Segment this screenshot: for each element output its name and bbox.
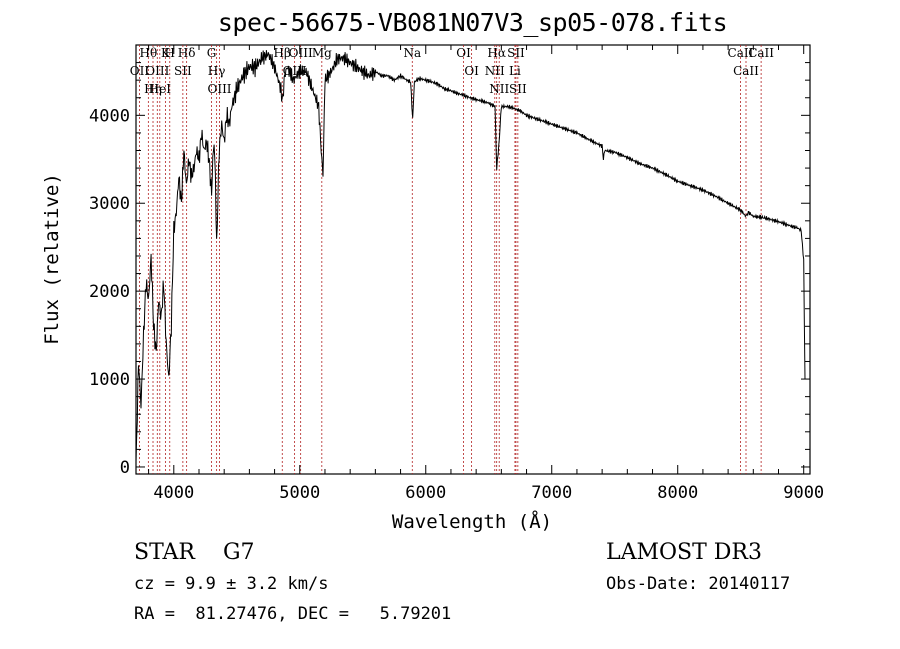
line-label: Hγ xyxy=(208,64,226,78)
x-tick-label: 7000 xyxy=(531,483,572,503)
line-label: Hα xyxy=(487,46,506,60)
x-tick-label: 5000 xyxy=(279,483,320,503)
observation-date: Obs-Date: 20140117 xyxy=(606,574,791,594)
object-class: STAR G7 xyxy=(134,540,255,565)
x-tick-label: 4000 xyxy=(153,483,194,503)
line-label: OIII xyxy=(289,46,313,60)
axis-ticks: 4000 5000 6000 7000 8000 9000 0 1000 2000 3000 400… xyxy=(89,45,824,503)
line-label: OII xyxy=(130,64,150,78)
y-tick-label: 4000 xyxy=(89,106,130,126)
line-label: Hη xyxy=(144,82,162,96)
line-label: SII xyxy=(507,46,525,60)
spectrum-series-line xyxy=(135,50,806,462)
line-label: HeI xyxy=(149,82,172,96)
line-label: OIII xyxy=(145,64,169,78)
line-label: CaII xyxy=(728,46,754,60)
line-label: Na xyxy=(403,46,421,60)
line-label: G xyxy=(207,46,217,60)
line-label: OIII xyxy=(207,82,231,96)
coordinates-info: RA = 81.27476, DEC = 5.79201 xyxy=(134,604,452,624)
x-tick-label: 6000 xyxy=(405,483,446,503)
line-label: SII xyxy=(509,82,527,96)
y-tick-label: 1000 xyxy=(89,370,130,390)
line-label: OI xyxy=(456,46,471,60)
emission-line-markers xyxy=(139,45,762,474)
chart-title: spec-56675-VB081N07V3_sp05-078.fits xyxy=(217,8,728,37)
line-label: Li xyxy=(509,64,521,78)
line-label: NII xyxy=(489,82,509,96)
line-label: Hδ xyxy=(178,46,196,60)
line-label: OI xyxy=(464,64,479,78)
line-label: NII xyxy=(485,64,505,78)
plot-frame xyxy=(135,44,811,475)
survey-name: LAMOST DR3 xyxy=(606,540,762,565)
x-tick-label: 9000 xyxy=(783,483,824,503)
line-label: Hθ xyxy=(139,46,157,60)
line-label: CaII xyxy=(748,46,774,60)
line-label: Hβ xyxy=(274,46,291,60)
x-axis-label: Wavelength (Å) xyxy=(392,510,552,533)
redshift-info: cz = 9.9 ± 3.2 km/s xyxy=(134,574,329,594)
line-label: K xyxy=(161,46,171,60)
line-label: Mg xyxy=(312,46,332,60)
y-axis-label: Flux (relative) xyxy=(41,173,63,345)
y-tick-label: 2000 xyxy=(89,282,130,302)
y-tick-label: 3000 xyxy=(89,194,130,214)
line-label: SII xyxy=(174,64,192,78)
y-tick-label: 0 xyxy=(120,458,130,478)
x-tick-label: 8000 xyxy=(657,483,698,503)
line-label: CaII xyxy=(733,64,759,78)
line-label: H xyxy=(165,46,175,60)
